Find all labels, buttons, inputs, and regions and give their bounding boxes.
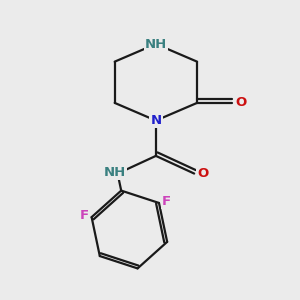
Text: F: F [162, 195, 171, 208]
Text: O: O [236, 96, 247, 110]
Text: NH: NH [145, 38, 167, 50]
Text: F: F [80, 209, 89, 222]
Text: N: N [150, 114, 161, 127]
Text: NH: NH [103, 166, 126, 178]
Text: O: O [197, 167, 208, 180]
